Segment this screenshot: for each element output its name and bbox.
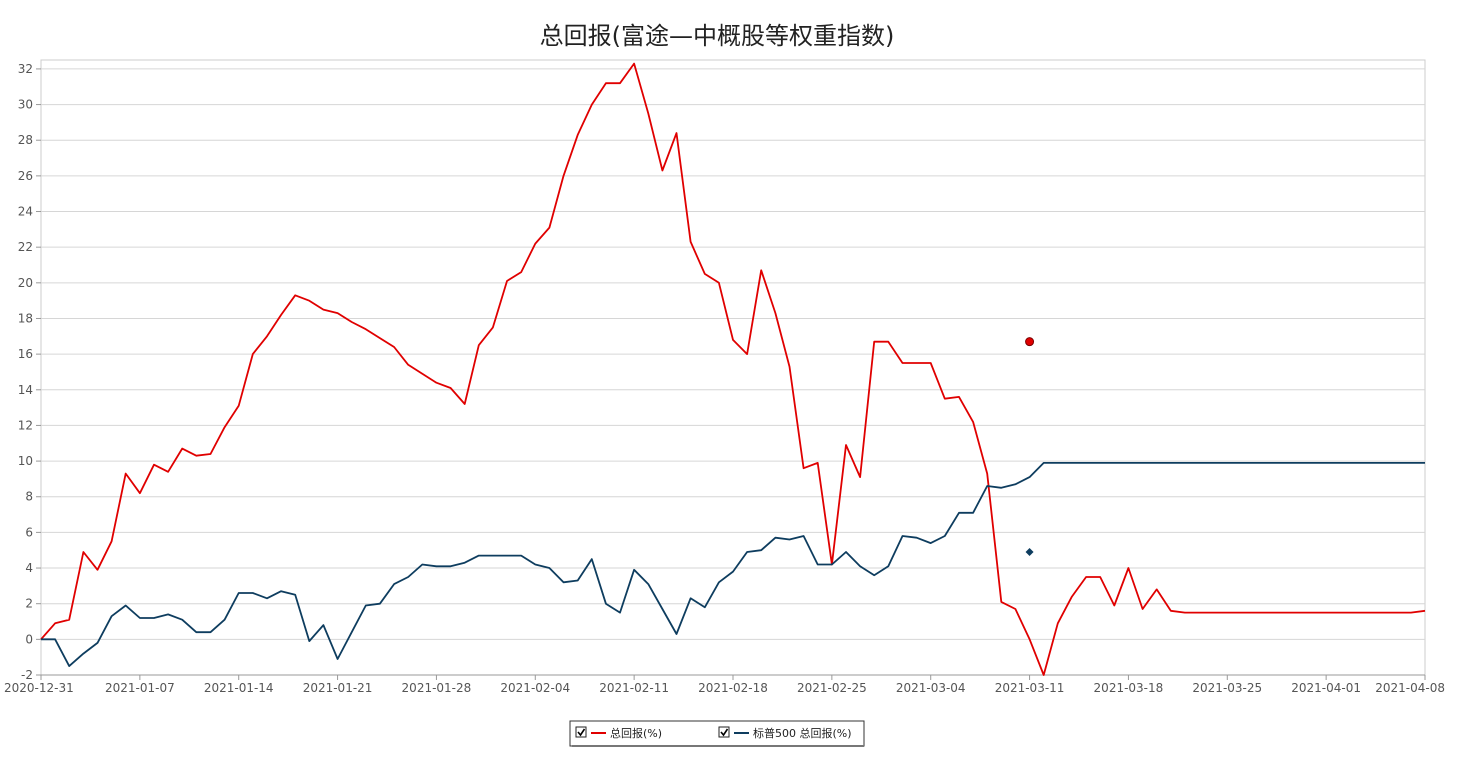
axis-layer: -2024681012141618202224262830322020-12-3… bbox=[4, 62, 1445, 695]
legend-checkbox-1 bbox=[575, 726, 587, 738]
x-tick-label: 2021-04-08 bbox=[1375, 681, 1445, 695]
x-tick-label: 2021-02-11 bbox=[599, 681, 669, 695]
x-tick-label: 2021-03-11 bbox=[995, 681, 1065, 695]
x-tick-label: 2021-03-04 bbox=[896, 681, 966, 695]
y-tick-label: 4 bbox=[25, 561, 33, 575]
y-tick-label: 12 bbox=[18, 418, 33, 432]
x-tick-label: 2021-01-07 bbox=[105, 681, 175, 695]
y-tick-label: 28 bbox=[18, 133, 33, 147]
series-line-2 bbox=[41, 461, 1425, 667]
legend: 总回报(%) 标普500 总回报(%) bbox=[569, 720, 865, 747]
series-layer bbox=[40, 62, 1426, 676]
chart-title: 总回报(富途—中概股等权重指数) bbox=[540, 22, 895, 50]
y-tick-label: 20 bbox=[18, 276, 33, 290]
x-tick-label: 2020-12-31 bbox=[4, 681, 74, 695]
y-tick-label: 32 bbox=[18, 62, 33, 76]
legend-label-1: 总回报(%) bbox=[610, 726, 662, 740]
x-tick-label: 2021-02-04 bbox=[500, 681, 570, 695]
y-tick-label: 8 bbox=[25, 490, 33, 504]
y-tick-label: 6 bbox=[25, 525, 33, 539]
marker-layer bbox=[1025, 337, 1035, 556]
y-tick-label: 16 bbox=[18, 347, 33, 361]
y-tick-label: 2 bbox=[25, 597, 33, 611]
x-tick-label: 2021-01-28 bbox=[402, 681, 472, 695]
legend-check-icon-2 bbox=[720, 728, 729, 737]
y-tick-label: 30 bbox=[18, 98, 33, 112]
highlight-marker-1 bbox=[1025, 337, 1035, 347]
x-tick-label: 2021-04-01 bbox=[1291, 681, 1361, 695]
y-tick-label: 14 bbox=[18, 383, 33, 397]
legend-check-icon-1 bbox=[577, 728, 586, 737]
x-tick-label: 2021-01-14 bbox=[204, 681, 274, 695]
x-tick-label: 2021-03-25 bbox=[1192, 681, 1262, 695]
y-tick-label: 10 bbox=[18, 454, 33, 468]
y-tick-label: 18 bbox=[18, 311, 33, 325]
x-tick-label: 2021-02-25 bbox=[797, 681, 867, 695]
y-tick-label: -2 bbox=[21, 668, 33, 682]
x-tick-label: 2021-02-18 bbox=[698, 681, 768, 695]
y-tick-label: 0 bbox=[25, 632, 33, 646]
grid-layer bbox=[40, 59, 1426, 676]
y-tick-label: 24 bbox=[18, 205, 33, 219]
x-tick-label: 2021-01-21 bbox=[303, 681, 373, 695]
x-tick-label: 2021-03-18 bbox=[1094, 681, 1164, 695]
y-tick-label: 26 bbox=[18, 169, 33, 183]
highlight-marker-2 bbox=[1025, 548, 1034, 556]
legend-checkbox-2 bbox=[718, 726, 730, 738]
legend-label-2: 标普500 总回报(%) bbox=[753, 726, 852, 740]
y-tick-label: 22 bbox=[18, 240, 33, 254]
series-line-1 bbox=[40, 62, 1426, 676]
